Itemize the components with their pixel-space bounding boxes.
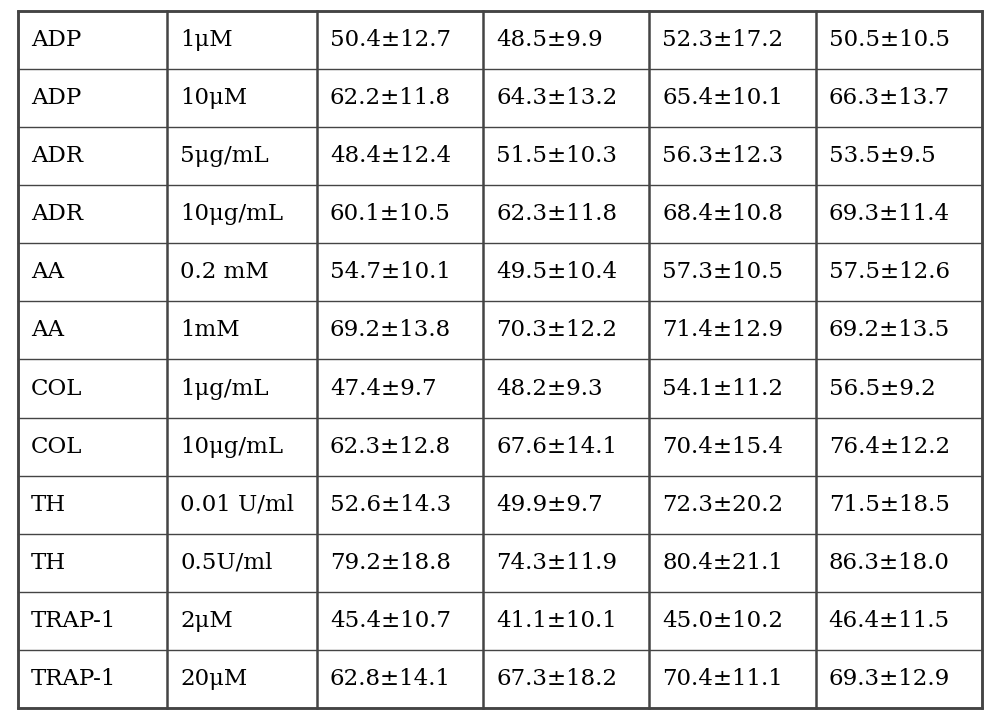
Text: 5μg/mL: 5μg/mL [180, 145, 269, 167]
Text: 70.4±15.4: 70.4±15.4 [662, 436, 783, 458]
Text: 51.5±10.3: 51.5±10.3 [496, 145, 617, 167]
Text: 49.5±10.4: 49.5±10.4 [496, 261, 617, 283]
Text: 65.4±10.1: 65.4±10.1 [662, 87, 783, 109]
Text: 69.3±12.9: 69.3±12.9 [829, 668, 950, 690]
Text: ADP: ADP [31, 29, 81, 51]
Text: TH: TH [31, 494, 66, 516]
Text: 71.4±12.9: 71.4±12.9 [662, 319, 783, 341]
Text: 50.4±12.7: 50.4±12.7 [330, 29, 451, 51]
Text: 67.6±14.1: 67.6±14.1 [496, 436, 617, 458]
Text: ADR: ADR [31, 203, 83, 225]
Text: 70.3±12.2: 70.3±12.2 [496, 319, 617, 341]
Text: 48.2±9.3: 48.2±9.3 [496, 378, 603, 400]
Text: ADP: ADP [31, 87, 81, 109]
Text: TRAP-1: TRAP-1 [31, 668, 116, 690]
Text: 62.8±14.1: 62.8±14.1 [330, 668, 451, 690]
Text: 0.5U/ml: 0.5U/ml [180, 552, 273, 574]
Text: 1μM: 1μM [180, 29, 233, 51]
Text: COL: COL [31, 378, 82, 400]
Text: 1mM: 1mM [180, 319, 240, 341]
Text: 86.3±18.0: 86.3±18.0 [829, 552, 950, 574]
Text: 71.5±18.5: 71.5±18.5 [829, 494, 950, 516]
Text: 46.4±11.5: 46.4±11.5 [829, 610, 950, 632]
Text: 62.3±11.8: 62.3±11.8 [496, 203, 617, 225]
Text: 66.3±13.7: 66.3±13.7 [829, 87, 950, 109]
Text: 79.2±18.8: 79.2±18.8 [330, 552, 451, 574]
Text: 69.2±13.8: 69.2±13.8 [330, 319, 451, 341]
Text: 62.3±12.8: 62.3±12.8 [330, 436, 451, 458]
Text: 72.3±20.2: 72.3±20.2 [662, 494, 784, 516]
Text: 60.1±10.5: 60.1±10.5 [330, 203, 451, 225]
Text: 2μM: 2μM [180, 610, 233, 632]
Text: 53.5±9.5: 53.5±9.5 [829, 145, 935, 167]
Text: 56.3±12.3: 56.3±12.3 [662, 145, 784, 167]
Text: 67.3±18.2: 67.3±18.2 [496, 668, 617, 690]
Text: 70.4±11.1: 70.4±11.1 [662, 668, 783, 690]
Text: 48.5±9.9: 48.5±9.9 [496, 29, 603, 51]
Text: TH: TH [31, 552, 66, 574]
Text: 20μM: 20μM [180, 668, 248, 690]
Text: AA: AA [31, 319, 64, 341]
Text: 1μg/mL: 1μg/mL [180, 378, 269, 400]
Text: 45.0±10.2: 45.0±10.2 [662, 610, 783, 632]
Text: 52.6±14.3: 52.6±14.3 [330, 494, 451, 516]
Text: 57.3±10.5: 57.3±10.5 [662, 261, 783, 283]
Text: 45.4±10.7: 45.4±10.7 [330, 610, 451, 632]
Text: 0.01 U/ml: 0.01 U/ml [180, 494, 294, 516]
Text: 10μg/mL: 10μg/mL [180, 203, 283, 225]
Text: COL: COL [31, 436, 82, 458]
Text: 69.2±13.5: 69.2±13.5 [829, 319, 950, 341]
Text: TRAP-1: TRAP-1 [31, 610, 116, 632]
Text: 76.4±12.2: 76.4±12.2 [829, 436, 950, 458]
Text: 74.3±11.9: 74.3±11.9 [496, 552, 617, 574]
Text: 80.4±21.1: 80.4±21.1 [662, 552, 783, 574]
Text: 41.1±10.1: 41.1±10.1 [496, 610, 617, 632]
Text: 49.9±9.7: 49.9±9.7 [496, 494, 603, 516]
Text: 54.1±11.2: 54.1±11.2 [662, 378, 783, 400]
Text: 50.5±10.5: 50.5±10.5 [829, 29, 950, 51]
Text: 47.4±9.7: 47.4±9.7 [330, 378, 436, 400]
Text: 0.2 mM: 0.2 mM [180, 261, 269, 283]
Text: 57.5±12.6: 57.5±12.6 [829, 261, 950, 283]
Text: 10μg/mL: 10μg/mL [180, 436, 283, 458]
Text: 52.3±17.2: 52.3±17.2 [662, 29, 784, 51]
Text: ADR: ADR [31, 145, 83, 167]
Text: 48.4±12.4: 48.4±12.4 [330, 145, 451, 167]
Text: 68.4±10.8: 68.4±10.8 [662, 203, 783, 225]
Text: 64.3±13.2: 64.3±13.2 [496, 87, 617, 109]
Text: 10μM: 10μM [180, 87, 248, 109]
Text: 54.7±10.1: 54.7±10.1 [330, 261, 451, 283]
Text: 62.2±11.8: 62.2±11.8 [330, 87, 451, 109]
Text: 56.5±9.2: 56.5±9.2 [829, 378, 935, 400]
Text: AA: AA [31, 261, 64, 283]
Text: 69.3±11.4: 69.3±11.4 [829, 203, 950, 225]
